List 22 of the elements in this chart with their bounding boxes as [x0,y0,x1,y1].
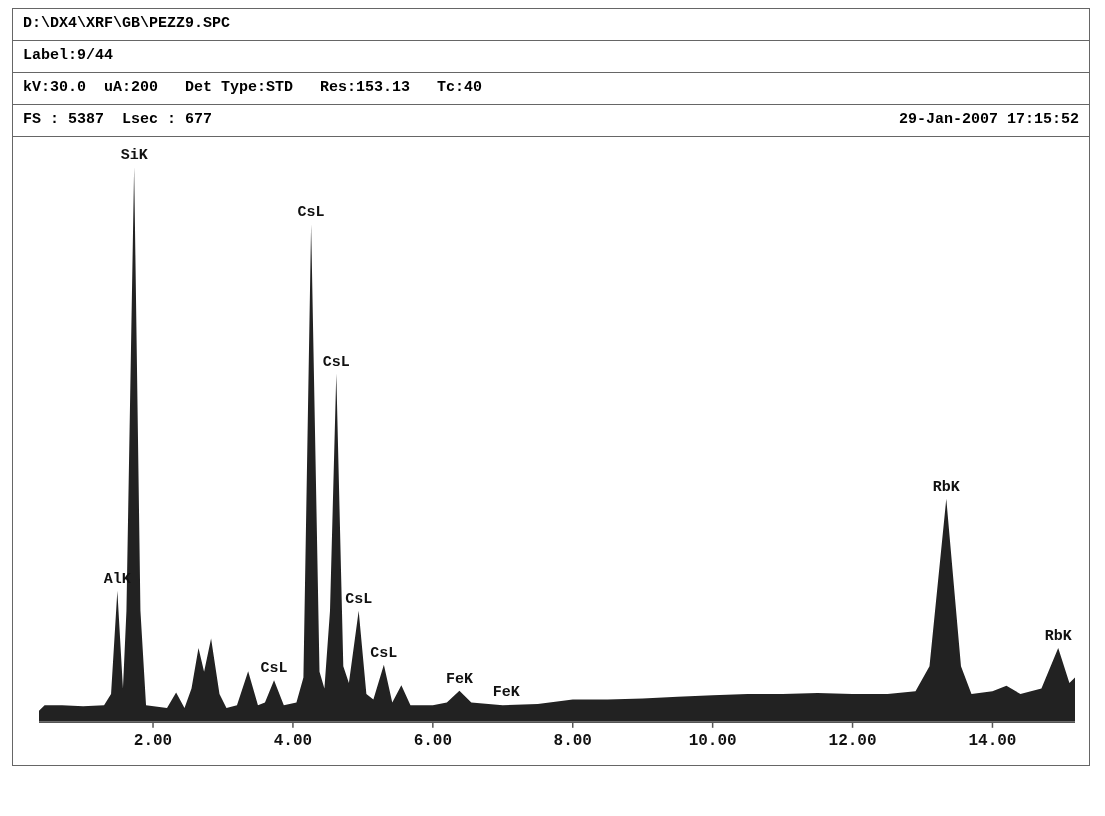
annotation: FeK [492,684,520,702]
annotation: CsL [322,353,350,371]
annotation: CsL [370,644,398,662]
annotation: RbK [1044,628,1072,646]
text: Label:9/44 [23,47,114,66]
x-tick-label: 14.00 [968,732,1017,751]
text: FS : 5387 Lsec : 677 [23,111,213,130]
x-tick-label: 8.00 [553,732,592,751]
annotation: CsL [345,591,373,609]
annotation: FeK [445,671,473,689]
text: 29-Jan-2007 17:15:52 [898,111,1079,130]
annotation: CsL [260,660,288,678]
x-tick-label: 2.00 [133,732,173,751]
text: kV:30.0 uA:200 Det Type:STD Res:153.13 Tc:40 [23,79,483,98]
x-tick-label: 10.00 [688,732,737,751]
annotation: CsL [297,204,325,222]
annotation: RbK [932,479,960,497]
annotation: SiK [120,147,148,165]
x-tick-label: 6.00 [413,732,453,751]
chart-title: D:\DX4\XRF\GB\PEZZ9.SPC [23,15,231,34]
x-tick-label: 12.00 [828,732,877,751]
x-tick-label: 4.00 [273,732,313,751]
